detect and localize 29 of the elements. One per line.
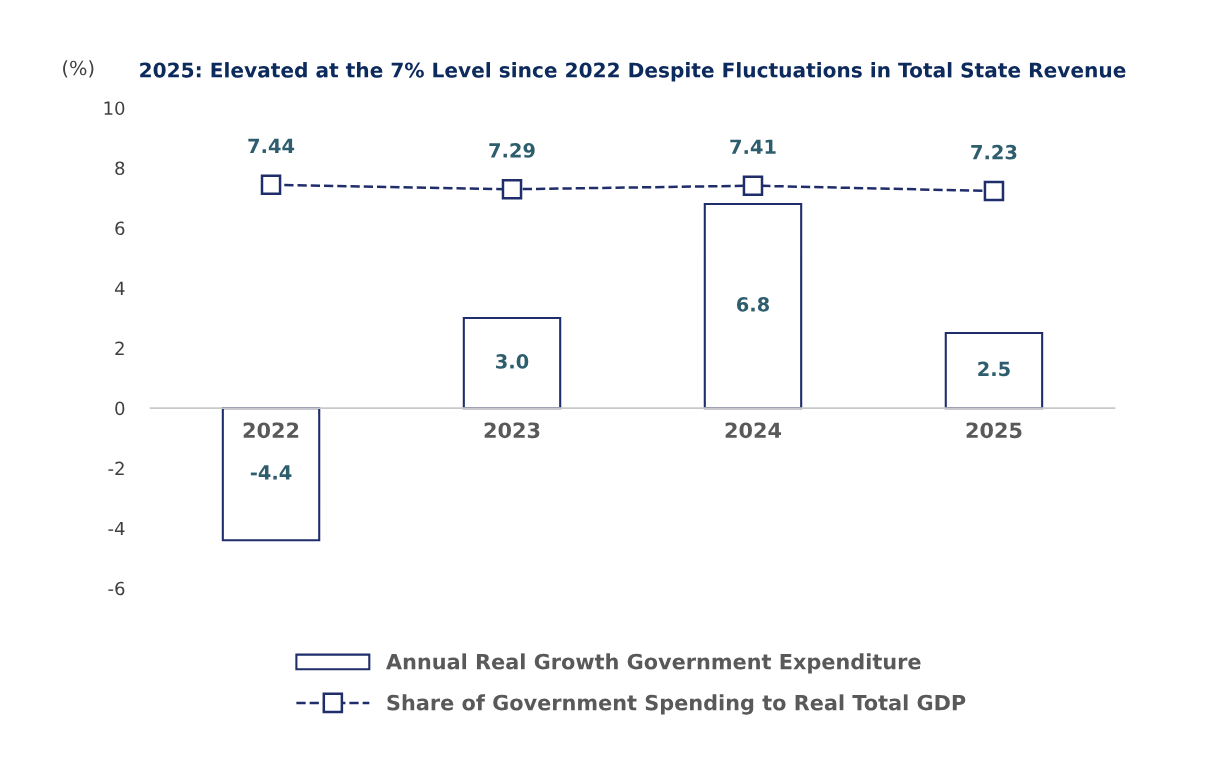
y-tick-label: -2	[108, 461, 124, 476]
point	[983, 180, 1005, 202]
data-label: 7.44	[248, 138, 295, 153]
data-label: 7.41	[730, 139, 776, 154]
y-tick-label: -4	[108, 521, 125, 536]
chart-title: 2025: Elevated at the 7% Level since 2022 Despite Fluctuations in Total State Revenue	[140, 62, 1126, 82]
x-tick-label: 2023	[484, 422, 540, 439]
x-tick-label: 2024	[725, 422, 782, 439]
point	[260, 174, 282, 196]
x-tick-label: 2025	[966, 422, 1022, 439]
data-label: 2.5	[978, 361, 1010, 377]
data-label: 7.23	[971, 144, 1017, 160]
data-label: 3.0	[496, 354, 529, 369]
y-axis-title: (%)	[63, 60, 94, 78]
point	[501, 179, 523, 200]
y-tick-label: 4	[114, 281, 125, 295]
legend-label: Share of Government Spending to Real Total GDP	[387, 694, 966, 715]
data-label: -4.4	[250, 465, 292, 480]
y-tick-label: 8	[115, 161, 125, 176]
y-tick-label: -6	[108, 581, 125, 596]
y-tick-label: 0	[115, 401, 125, 416]
x-tick-label: 2022	[243, 422, 299, 439]
y-tick-label: 2	[115, 341, 124, 355]
data-label: 7.29	[489, 143, 535, 158]
y-tick-label: 6	[115, 221, 125, 236]
data-label: 6.8	[736, 296, 769, 312]
point	[742, 175, 764, 196]
legend-label: Annual Real Growth Government Expenditure	[386, 653, 921, 674]
y-tick-label: 10	[104, 101, 125, 116]
